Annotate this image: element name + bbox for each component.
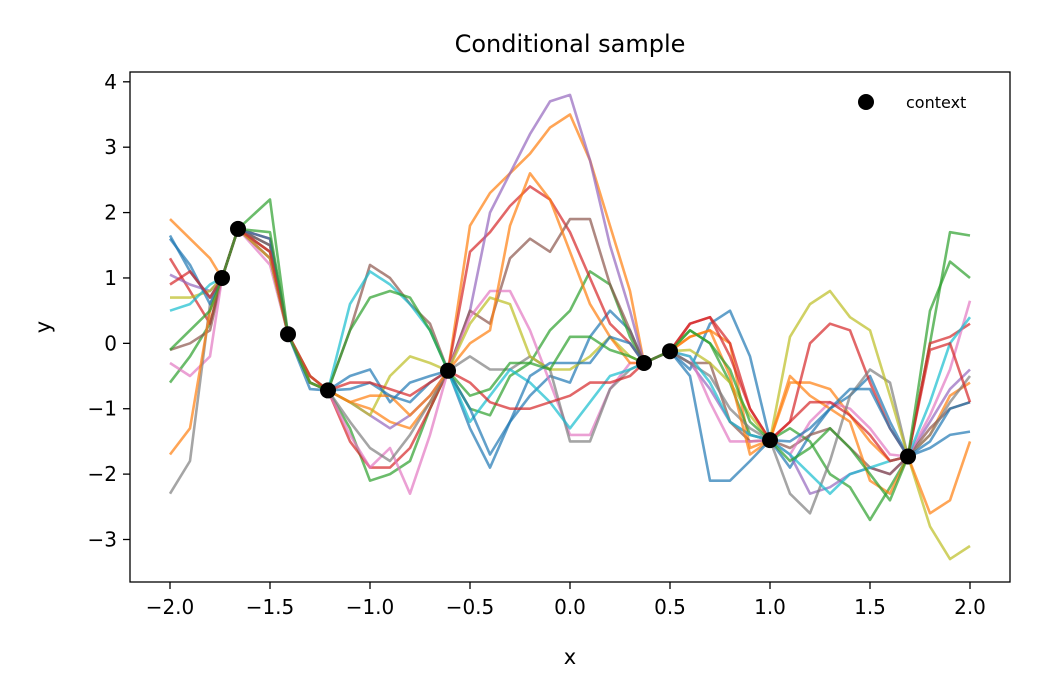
context-point bbox=[280, 326, 296, 343]
y-tick-label: −2 bbox=[88, 462, 117, 486]
sample-line-13 bbox=[169, 227, 972, 463]
y-tick-label: 0 bbox=[104, 331, 117, 355]
x-tick-label: −1.0 bbox=[346, 595, 395, 619]
x-tick-label: −1.5 bbox=[246, 595, 295, 619]
sample-line-7 bbox=[169, 227, 972, 496]
y-tick-label: 2 bbox=[104, 201, 117, 225]
x-tick-label: −0.5 bbox=[446, 595, 495, 619]
y-tick-label: 4 bbox=[104, 70, 117, 94]
context-point bbox=[230, 220, 246, 237]
context-point bbox=[662, 343, 678, 360]
legend-context-marker bbox=[858, 94, 874, 110]
y-axis-label: y bbox=[31, 321, 55, 333]
sample-line-11 bbox=[168, 172, 972, 515]
context-point bbox=[320, 382, 336, 399]
legend-context-label: context bbox=[906, 93, 966, 112]
y-tick-label: 1 bbox=[104, 266, 117, 290]
context-point bbox=[440, 362, 456, 379]
sample-line-12 bbox=[168, 227, 971, 483]
legend: context bbox=[858, 93, 966, 112]
chart-title: Conditional sample bbox=[455, 30, 686, 58]
y-tick-label: 3 bbox=[104, 135, 117, 159]
sample-line-10 bbox=[169, 227, 972, 496]
x-tick-label: 1.5 bbox=[854, 595, 886, 619]
x-axis-label: x bbox=[564, 645, 576, 669]
x-tick-label: 2.0 bbox=[954, 595, 986, 619]
x-tick-label: 0.0 bbox=[554, 595, 586, 619]
x-tick-label: 1.0 bbox=[754, 595, 786, 619]
context-point bbox=[900, 448, 916, 465]
y-axis: −3 −2 −1 0 1 2 3 4 bbox=[88, 70, 130, 552]
sample-line-14 bbox=[169, 227, 971, 502]
x-axis: −2.0 −1.5 −1.0 −0.5 0.0 0.5 1.0 1.5 2.0 bbox=[146, 582, 986, 619]
x-tick-label: −2.0 bbox=[146, 595, 195, 619]
y-tick-label: −1 bbox=[88, 397, 117, 421]
y-tick-label: −3 bbox=[88, 528, 117, 552]
sample-line-8 bbox=[168, 227, 972, 515]
plot-area bbox=[168, 93, 972, 561]
sample-line-3 bbox=[168, 198, 971, 522]
context-point bbox=[762, 432, 778, 449]
context-point bbox=[214, 269, 230, 286]
x-tick-label: 0.5 bbox=[654, 595, 686, 619]
context-point bbox=[636, 354, 652, 371]
